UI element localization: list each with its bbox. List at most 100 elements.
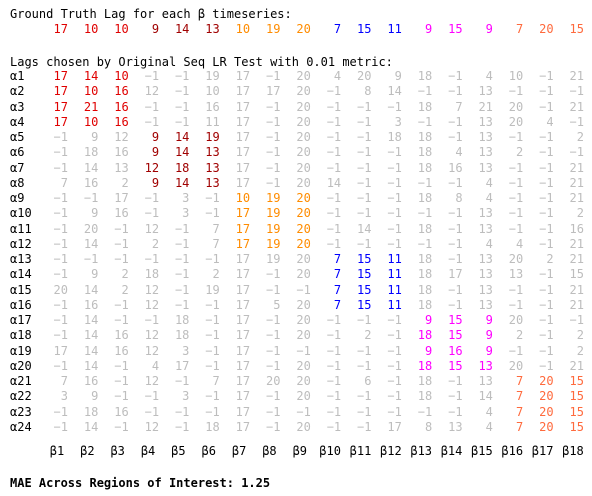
matrix-cell: −1 <box>265 328 281 343</box>
row-label: α11 <box>10 221 32 236</box>
matrix-cell: 21 <box>569 191 584 205</box>
matrix-cell: 17 <box>235 374 251 388</box>
matrix-cell: −1 <box>357 419 372 434</box>
matrix-cell: 16 <box>114 145 129 160</box>
matrix-cell: −1 <box>417 114 433 129</box>
matrix-cell: −1 <box>539 191 554 205</box>
matrix-cell: 15 <box>357 282 372 297</box>
matrix-cell: 4 <box>485 419 493 434</box>
matrix-cell: −1 <box>539 343 554 358</box>
matrix-cell: −1 <box>357 236 372 251</box>
matrix-cell: 2 <box>151 236 160 251</box>
matrix-cell: 20 <box>296 160 311 175</box>
matrix-cell: 20 <box>296 236 311 251</box>
row-label: α3 <box>10 99 25 114</box>
matrix-cell: 19 <box>205 130 220 144</box>
matrix-cell: −1 <box>326 99 342 114</box>
matrix-cell: 17 <box>114 191 129 205</box>
matrix-cell: 21 <box>569 282 584 297</box>
matrix-cell: −1 <box>174 282 190 297</box>
matrix-cell: 16 <box>569 221 584 236</box>
matrix-cell: 13 <box>205 175 220 190</box>
matrix-cell: 8 <box>364 84 372 99</box>
matrix-cell: 2 <box>212 267 220 282</box>
matrix-cell: 11 <box>387 252 402 266</box>
matrix-cell: 20 <box>296 191 311 205</box>
matrix-cell: −1 <box>296 343 311 358</box>
matrix-cell: −1 <box>539 99 554 114</box>
matrix-cell: 17 <box>235 114 251 129</box>
matrix-cell: 17 <box>235 160 251 175</box>
column-label: β4 <box>140 444 156 458</box>
matrix-cell: −1 <box>569 114 584 129</box>
ground-truth-cell: 19 <box>265 22 281 36</box>
column-label: β14 <box>440 444 463 458</box>
column-label: β17 <box>531 444 554 458</box>
ground-truth-title: Ground Truth Lag for each β timeseries: <box>10 7 292 21</box>
ground-truth-cell: 7 <box>333 22 342 36</box>
matrix-cell: 3 <box>182 191 190 205</box>
column-label: β2 <box>80 444 95 458</box>
matrix-cell: −1 <box>53 145 68 160</box>
ground-truth-cell: 10 <box>83 22 99 36</box>
ground-truth-cell: 15 <box>569 22 584 36</box>
column-label: β1 <box>49 444 65 458</box>
matrix-cell: 13 <box>478 130 493 144</box>
ground-truth-cell: 14 <box>174 22 190 36</box>
matrix-cell: 9 <box>91 130 99 144</box>
matrix-cell: 9 <box>151 130 160 144</box>
matrix-cell: −1 <box>205 206 220 221</box>
matrix-cell: −1 <box>205 252 220 266</box>
matrix-cell: −1 <box>448 252 463 266</box>
matrix-cell: −1 <box>539 69 554 83</box>
matrix-cell: 19 <box>205 69 220 83</box>
matrix-cell: 20 <box>539 404 554 419</box>
matrix-cell: 20 <box>539 374 554 388</box>
matrix-cell: −1 <box>448 206 463 221</box>
matrix-cell: −1 <box>417 404 433 419</box>
matrix-cell: 6 <box>364 374 372 388</box>
matrix-cell: 21 <box>569 252 584 266</box>
matrix-cell: −1 <box>265 175 281 190</box>
matrix-cell: 2 <box>121 175 129 190</box>
ground-truth-cell: 9 <box>485 22 493 36</box>
matrix-cell: −1 <box>448 374 463 388</box>
row-label: α23 <box>10 404 32 419</box>
matrix-cell: −1 <box>387 206 402 221</box>
matrix-cell: 18 <box>417 221 433 236</box>
matrix-cell: 9 <box>394 69 402 83</box>
matrix-cell: −1 <box>357 145 372 160</box>
matrix-cell: 21 <box>478 99 493 114</box>
matrix-cell: 17 <box>235 236 251 251</box>
matrix-cell: −1 <box>174 69 190 83</box>
matrix-cell: −1 <box>387 99 402 114</box>
matrix-cell: −1 <box>174 267 190 282</box>
ground-truth-cell: 7 <box>516 22 524 36</box>
matrix-cell: −1 <box>357 343 372 358</box>
matrix-cell: −1 <box>508 297 524 312</box>
matrix-cell: 20 <box>296 267 311 282</box>
matrix-cell: −1 <box>539 328 554 343</box>
matrix-cell: −1 <box>296 404 311 419</box>
matrix-cell: 16 <box>205 99 220 114</box>
matrix-cell: 17 <box>235 313 251 327</box>
matrix-cell: −1 <box>53 328 68 343</box>
matrix-cell: 13 <box>508 267 524 282</box>
matrix-cell: 20 <box>357 69 372 83</box>
matrix-cell: 14 <box>174 130 190 144</box>
matrix-cell: 18 <box>417 282 433 297</box>
matrix-cell: 2 <box>364 328 372 343</box>
matrix-cell: 14 <box>83 328 99 343</box>
matrix-cell: 17 <box>235 328 251 343</box>
matrix-cell: 18 <box>417 267 433 282</box>
matrix-cell: −1 <box>326 130 342 144</box>
matrix-cell: −1 <box>357 160 372 175</box>
matrix-cell: −1 <box>174 404 190 419</box>
matrix-cell: 18 <box>417 374 433 388</box>
row-label: α13 <box>10 252 32 266</box>
matrix-cell: −1 <box>539 267 554 282</box>
matrix-cell: 21 <box>569 358 584 373</box>
matrix-cell: −1 <box>205 328 220 343</box>
matrix-cell: 5 <box>273 297 281 312</box>
matrix-cell: 9 <box>485 313 493 327</box>
